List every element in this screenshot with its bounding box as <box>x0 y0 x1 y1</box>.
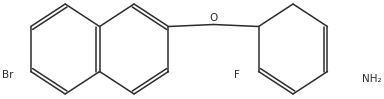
Text: F: F <box>234 70 240 80</box>
Text: Br: Br <box>2 70 14 80</box>
Text: O: O <box>209 12 218 22</box>
Text: NH₂: NH₂ <box>362 74 381 84</box>
